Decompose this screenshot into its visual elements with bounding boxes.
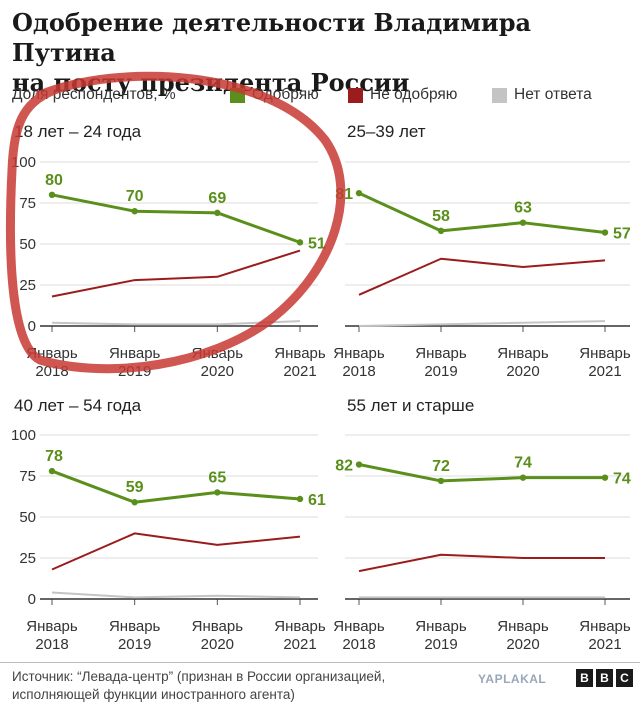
data-label: 69 [208, 190, 226, 207]
data-label: 72 [432, 458, 450, 475]
panel-3: 0 25 50 75 100 Январь 2018 Январь 2019 Январь 2020… [11, 427, 326, 653]
approve-point [437, 477, 445, 485]
data-label: 65 [208, 469, 226, 486]
series-line-approve [358, 463, 605, 483]
data-label: 80 [45, 172, 63, 189]
approve-point [48, 191, 56, 198]
bbc-logo-b2: B [596, 669, 613, 687]
x-tick-label: Январь 2021 [274, 345, 326, 380]
panel-4: Январь 2018 Январь 2019 Январь 2020 Январь 2021… [333, 434, 631, 653]
y-tick-label: 25 [19, 277, 36, 294]
data-label: 59 [126, 479, 144, 496]
series-line-disapprove [358, 257, 606, 296]
x-tick-label: Январь 2019 [109, 618, 161, 653]
bbc-logo-c: C [616, 669, 633, 687]
panel-title-40-54: 40 лет – 54 года [14, 396, 142, 415]
annotation-circle [5, 71, 346, 374]
legend-label-disapprove: Не одобряю [370, 86, 458, 103]
approve-point [214, 209, 221, 217]
data-label: 78 [45, 448, 63, 465]
legend-label-no-answer: Нет ответа [514, 86, 592, 103]
y-tick-label: 50 [19, 509, 36, 526]
data-label: 82 [335, 458, 353, 475]
approve-point [131, 208, 138, 215]
x-tick-label: Январь 2018 [26, 618, 78, 653]
y-tick-label: 0 [28, 591, 36, 608]
approve-point [519, 474, 527, 481]
data-label: 74 [613, 471, 631, 488]
data-label: 57 [613, 226, 631, 243]
data-label: 51 [308, 235, 326, 252]
approve-point [296, 495, 304, 503]
series-line-disapprove [358, 553, 605, 573]
source-note-line-2: исполняющей функции иностранного агента) [12, 687, 295, 702]
x-tick-label: Январь 2020 [497, 618, 549, 653]
series-line-disapprove [51, 532, 301, 571]
x-tick-label: Январь 2019 [415, 618, 467, 653]
bbc-logo-b1: B [576, 669, 593, 687]
approve-point [437, 227, 445, 235]
y-tick-label: 75 [19, 195, 36, 212]
y-tick-label: 25 [19, 550, 36, 567]
x-tick-label: Январь 2018 [333, 618, 385, 653]
legend-swatch-no-answer [492, 88, 507, 103]
legend-swatch-disapprove [348, 88, 363, 103]
approve-point [214, 489, 221, 496]
series-line-no-answer [358, 320, 606, 327]
y-tick-label: 75 [19, 468, 36, 485]
series-line-approve [51, 469, 301, 504]
data-label: 74 [514, 455, 532, 472]
x-tick-label: Январь 2020 [192, 618, 244, 653]
approve-point [519, 219, 527, 226]
x-tick-label: Январь 2021 [579, 345, 631, 380]
x-tick-label: Январь 2019 [415, 345, 467, 380]
y-tick-label: 100 [11, 427, 36, 444]
x-tick-label: Январь 2021 [274, 618, 326, 653]
approve-point [296, 239, 304, 246]
panel-title-18-24: 18 лет – 24 года [14, 122, 142, 141]
data-label: 63 [514, 200, 532, 217]
title-line-1: Одобрение деятельности Владимира Путина [12, 8, 532, 67]
watermark: YAPLAKAL [478, 672, 547, 686]
data-label: 58 [432, 208, 450, 225]
data-label: 70 [126, 188, 144, 205]
approve-point [355, 189, 363, 197]
approve-point [48, 467, 56, 475]
y-tick-label: 0 [28, 318, 36, 335]
data-label: 61 [308, 492, 326, 509]
approve-point [131, 499, 138, 506]
source-note-line-1: Источник: “Левада-центр” (признан в Росс… [12, 669, 386, 684]
approve-point [601, 229, 609, 236]
footer-divider [0, 662, 640, 663]
y-tick-label: 50 [19, 236, 36, 253]
series-line-approve [358, 191, 606, 235]
series-line-no-answer [51, 591, 301, 599]
series-line-approve [51, 193, 301, 244]
x-tick-label: Январь 2018 [333, 345, 385, 380]
approve-point [355, 461, 363, 468]
panel-title-55-plus: 55 лет и старше [347, 396, 475, 415]
x-tick-label: Январь 2020 [497, 345, 549, 380]
series-line-disapprove [51, 249, 301, 298]
x-tick-label: Январь 2021 [579, 618, 631, 653]
panel-2: Январь 2018 Январь 2019 Январь 2020 Январь 2021… [333, 161, 631, 380]
panel-title-25-39: 25–39 лет [347, 122, 426, 141]
approve-point [601, 474, 609, 481]
source-note: Источник: “Левада-центр” (признан в Росс… [12, 668, 482, 704]
chart-title: Одобрение деятельности Владимира Путина … [12, 8, 632, 98]
